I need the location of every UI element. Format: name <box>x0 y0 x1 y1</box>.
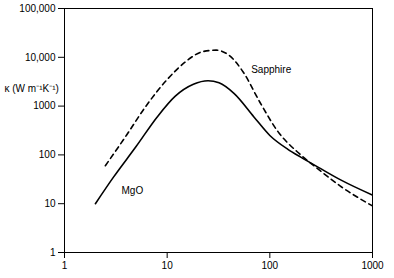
svg-text:κ (W m⁻¹K⁻¹): κ (W m⁻¹K⁻¹) <box>5 83 59 94</box>
svg-text:MgO: MgO <box>121 185 143 196</box>
svg-text:10: 10 <box>162 260 174 271</box>
svg-text:10: 10 <box>44 198 56 209</box>
svg-text:1000: 1000 <box>361 260 384 271</box>
svg-text:1000: 1000 <box>33 100 56 111</box>
svg-text:100,000: 100,000 <box>19 3 56 14</box>
svg-text:Sapphire: Sapphire <box>251 64 291 75</box>
svg-text:1: 1 <box>50 247 56 258</box>
svg-text:100: 100 <box>261 260 278 271</box>
svg-text:1: 1 <box>62 260 68 271</box>
svg-text:10,000: 10,000 <box>25 52 56 63</box>
svg-text:100: 100 <box>39 149 56 160</box>
